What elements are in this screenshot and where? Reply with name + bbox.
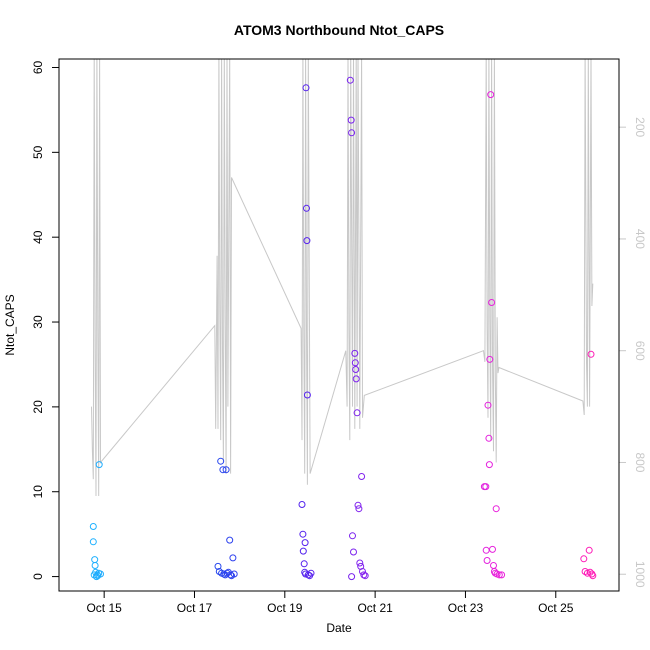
data-point [217, 457, 225, 465]
data-point [89, 523, 97, 530]
data-point [307, 569, 315, 577]
altitude-series [91, 59, 594, 497]
data-point [355, 505, 363, 513]
data-point [487, 91, 495, 99]
data-point [589, 572, 597, 580]
y-tick-label: 20 [31, 400, 45, 414]
plot-frame [58, 58, 620, 592]
data-point [490, 562, 497, 569]
data-point [492, 505, 500, 513]
y-tick-label: 10 [31, 485, 45, 499]
data-point [89, 538, 97, 546]
data-point [352, 375, 360, 383]
data-point [227, 571, 235, 579]
data-point [482, 483, 490, 491]
data-point [303, 237, 311, 245]
data-point [303, 391, 311, 399]
data-point [489, 545, 496, 553]
data-point [349, 532, 356, 540]
data-point [91, 562, 99, 569]
data-point [580, 555, 588, 563]
data-point [485, 461, 493, 469]
data-point [353, 409, 361, 417]
data-point [348, 129, 356, 137]
data-point [585, 546, 593, 554]
y-tick-label: 30 [31, 315, 45, 329]
x-tick-label: Oct 19 [267, 601, 303, 615]
x-tick-label: Oct 23 [448, 601, 484, 615]
x-tick-label: Oct 25 [538, 601, 574, 615]
x-tick-label: Oct 15 [86, 601, 122, 615]
data-point [219, 466, 227, 474]
data-point [357, 562, 365, 570]
right-tick-label: 1000 [633, 561, 647, 588]
data-point [358, 473, 366, 480]
left-axis: 0 10 20 30 40 50 60 [31, 60, 59, 580]
x-axis: Oct 15 Oct 17 Oct 19 Oct 21 Oct 23 Oct 25 [86, 591, 574, 615]
x-tick-label: Oct 17 [177, 601, 213, 615]
data-point [226, 536, 234, 544]
data-point [485, 434, 493, 442]
right-tick-label: 800 [633, 452, 647, 472]
data-point [299, 530, 307, 538]
data-point [346, 76, 354, 84]
data-point [95, 461, 103, 469]
data-point [498, 571, 506, 579]
data-point [356, 559, 364, 567]
data-point [302, 84, 310, 92]
x-tick-label: Oct 21 [357, 601, 393, 615]
y-axis-label: Ntot_CAPS [3, 294, 17, 355]
data-point [486, 355, 494, 363]
x-axis-label: Date [326, 621, 352, 635]
data-point [495, 571, 503, 579]
data-point [222, 466, 230, 474]
data-point [301, 539, 309, 547]
data-point [303, 204, 310, 212]
data-point [361, 572, 369, 580]
data-point [348, 573, 356, 581]
data-point [299, 547, 307, 555]
data-point [94, 572, 102, 580]
data-point [484, 401, 492, 409]
right-tick-label: 600 [633, 341, 647, 361]
data-point [352, 366, 360, 373]
data-point [488, 299, 496, 306]
data-point [214, 562, 222, 570]
data-point [360, 571, 368, 579]
data-point [351, 349, 359, 357]
y-tick-label: 60 [31, 60, 45, 74]
data-point [230, 570, 238, 578]
data-point [91, 556, 99, 564]
data-point [298, 501, 306, 508]
data-point [354, 501, 362, 509]
data-point [229, 554, 237, 562]
right-tick-label: 200 [633, 117, 647, 137]
chart-title: ATOM3 Northbound Ntot_CAPS [234, 22, 444, 38]
data-point [351, 359, 359, 367]
data-point [350, 548, 357, 556]
y-tick-label: 0 [31, 573, 45, 580]
right-axis: 200 400 600 800 1000 [619, 117, 647, 588]
data-point [483, 557, 491, 564]
data-point [482, 546, 490, 554]
altitude-line [91, 59, 594, 497]
data-point [300, 560, 308, 568]
data-points [89, 76, 597, 581]
data-point [347, 116, 355, 124]
data-point [220, 570, 228, 578]
right-tick-label: 400 [633, 229, 647, 249]
y-tick-label: 50 [31, 145, 45, 159]
data-point [587, 350, 595, 358]
y-tick-label: 40 [31, 230, 45, 244]
